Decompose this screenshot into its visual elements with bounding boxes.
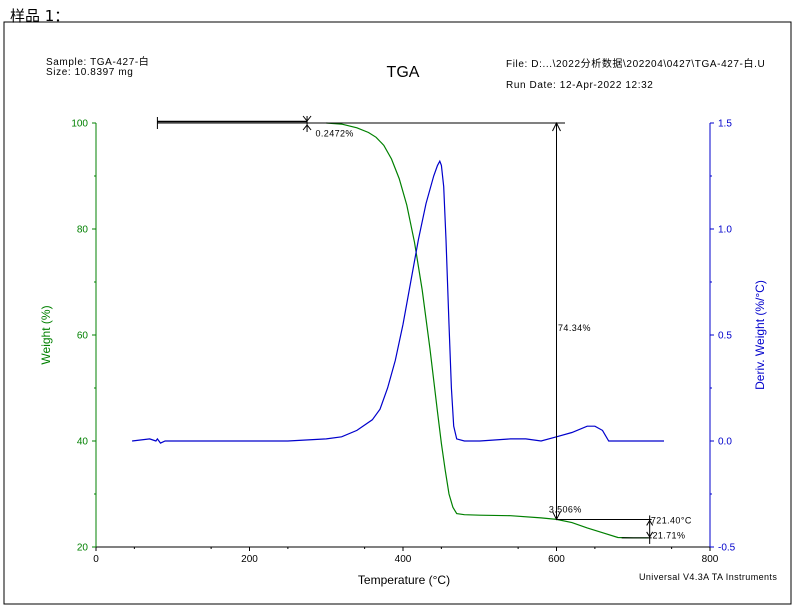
weight-line bbox=[326, 122, 649, 539]
y2-tick-label: 1.5 bbox=[718, 119, 732, 130]
x-tick-label: 600 bbox=[548, 554, 565, 565]
step1-arrow-up bbox=[302, 124, 312, 131]
x-axis-label: Temperature (°C) bbox=[358, 573, 450, 587]
x-tick-label: 200 bbox=[241, 554, 258, 565]
x-tick-label: 400 bbox=[395, 554, 412, 565]
file-path: File: D:...\2022分析数据\202204\0427\TGA-427… bbox=[506, 59, 766, 70]
y-tick-label: 80 bbox=[77, 225, 89, 236]
y-tick-label: 40 bbox=[77, 437, 89, 448]
y-tick-label: 20 bbox=[77, 543, 89, 554]
y2-tick-label: 1.0 bbox=[718, 225, 732, 236]
sample-label: 样品 1： bbox=[10, 7, 70, 25]
annotation-label: 21.71% bbox=[652, 530, 685, 540]
y2-axis-label: Deriv. Weight (%/°C) bbox=[753, 280, 767, 390]
y-tick-label: 100 bbox=[71, 119, 88, 130]
annotation-label: 0.2472% bbox=[316, 129, 354, 139]
outer-frame bbox=[3, 21, 792, 605]
step3-arrow-top bbox=[646, 519, 654, 526]
y2-tick-label: -0.5 bbox=[718, 543, 736, 554]
sample-name: Sample: TGA-427-白 bbox=[46, 57, 150, 68]
y-tick-label: 60 bbox=[77, 331, 89, 342]
sample-size: Size: 10.8397 mg bbox=[46, 67, 134, 78]
annotation-label: 721.40°C bbox=[651, 516, 692, 526]
chart-title: TGA bbox=[387, 64, 420, 81]
annotations: 0.2472% 74.34% 3.506% 721.40°C 21.71% bbox=[316, 129, 692, 541]
software-version: Universal V4.3A TA Instruments bbox=[639, 572, 778, 582]
step-markers bbox=[156, 115, 654, 544]
axes: 0 200 400 600 800 20 40 60 80 100 -0.5 0.0 0.5 1.0 1.5 bbox=[71, 119, 735, 566]
deriv-weight-line bbox=[132, 159, 664, 444]
series-group bbox=[132, 122, 664, 539]
y2-tick-label: 0.0 bbox=[718, 437, 732, 448]
step3-arrow-bottom bbox=[646, 531, 654, 538]
annotation-label: 3.506% bbox=[549, 504, 582, 514]
y2-tick-label: 0.5 bbox=[718, 331, 732, 342]
step1-arrow-down bbox=[302, 115, 312, 122]
run-date: Run Date: 12-Apr-2022 12:32 bbox=[506, 80, 654, 91]
annotation-label: 74.34% bbox=[558, 323, 591, 333]
x-tick-label: 0 bbox=[93, 554, 99, 565]
y-axis-label: Weight (%) bbox=[39, 305, 53, 364]
x-tick-label: 800 bbox=[702, 554, 719, 565]
